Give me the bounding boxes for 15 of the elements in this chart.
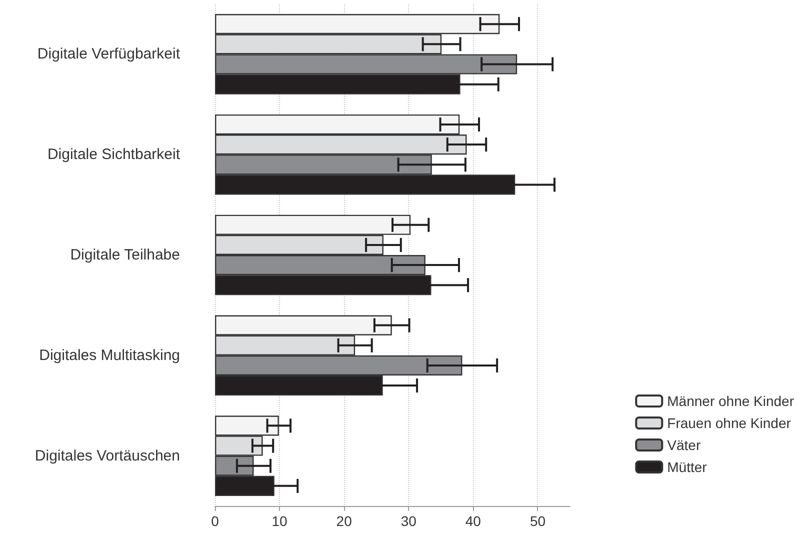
x-tick-label: 40 [465, 513, 482, 529]
x-tick-label: 0 [211, 513, 220, 529]
y-tick-label: Digitale Verfügbarkeit [37, 46, 181, 63]
legend-label: Väter [667, 437, 701, 453]
x-tick-label: 50 [530, 513, 546, 529]
legend-label: Männer ohne Kinder [667, 393, 794, 409]
y-tick-label: Digitale Sichtbarkeit [47, 146, 181, 164]
x-tick-label: 30 [400, 513, 417, 529]
legend-label: Frauen ohne Kinder [667, 415, 792, 431]
x-tick-label: 10 [272, 513, 288, 529]
y-tick-label: Digitales Multitasking [39, 346, 180, 364]
x-tick-label: 20 [336, 513, 352, 529]
y-tick-label: Digitale Teilhabe [70, 246, 180, 264]
y-tick-label: Digitales Vortäuschen [34, 447, 180, 464]
legend-label: Mütter [667, 459, 708, 475]
